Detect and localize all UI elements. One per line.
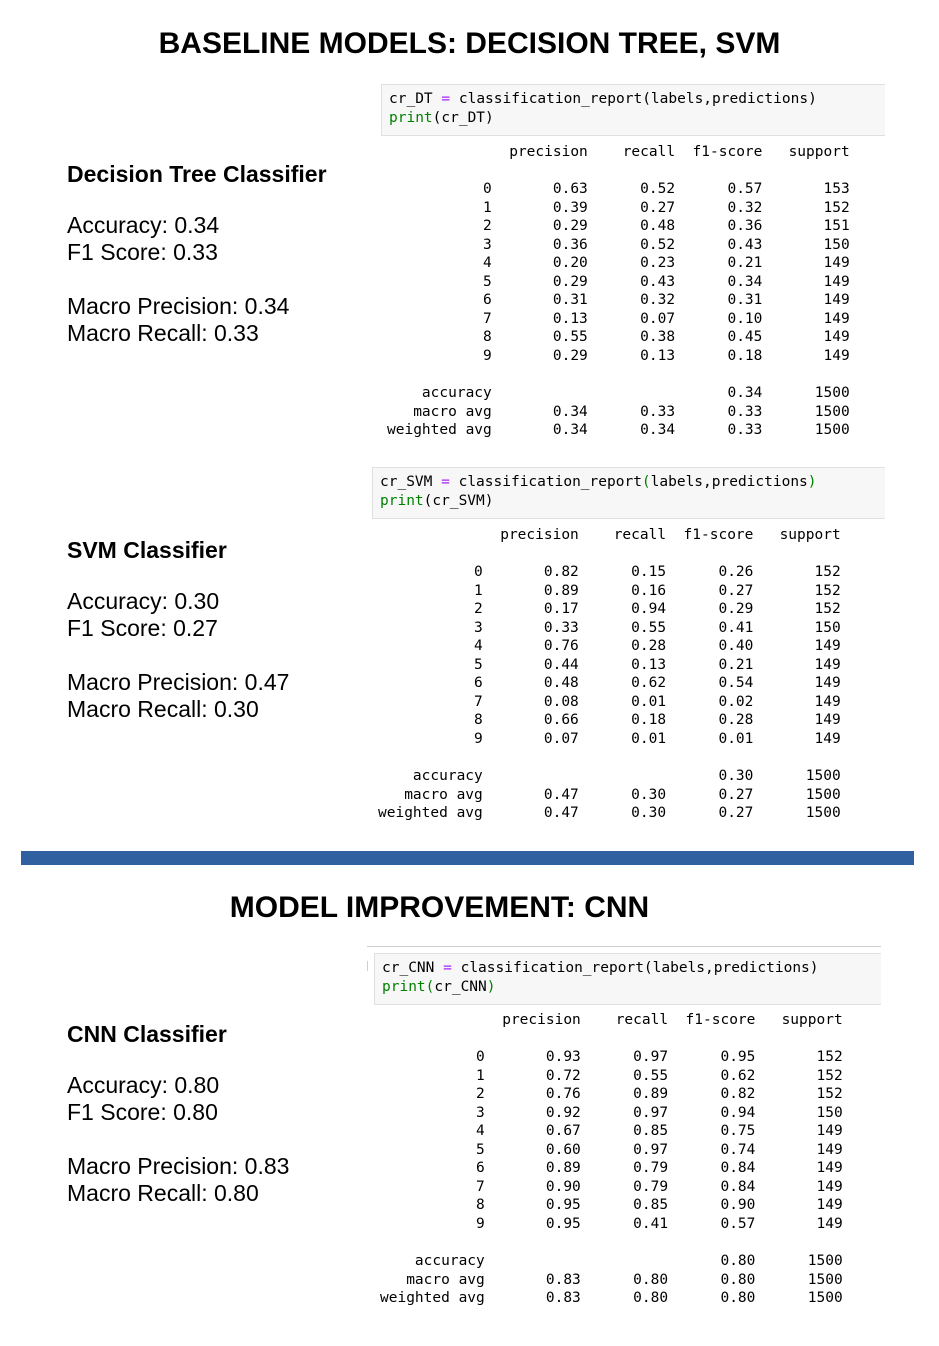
report-row: 8 0.55 0.38 0.45 149 xyxy=(387,329,850,346)
dt-code-line-1: cr_DT = classification_report(labels,pre… xyxy=(389,91,817,107)
cnn-summary: CNN Classifier Accuracy: 0.80 F1 Score: … xyxy=(67,1020,289,1207)
report-row: 4 0.20 0.23 0.21 149 xyxy=(387,255,850,272)
svm-accuracy: Accuracy: 0.30 xyxy=(67,588,220,614)
dt-f1-score: F1 Score: 0.33 xyxy=(67,239,218,265)
report-header: precision recall f1-score support xyxy=(378,527,841,543)
cnn-code-cell[interactable]: cr_CNN = classification_report(labels,pr… xyxy=(374,953,881,1005)
report-row: 1 0.39 0.27 0.32 152 xyxy=(387,199,850,216)
svm-classification-report: precision recall f1-score support 0 0.82… xyxy=(378,526,841,823)
dt-macro-precision: Macro Precision: 0.34 xyxy=(67,293,290,319)
report-row: 0 0.63 0.52 0.57 153 xyxy=(387,181,850,198)
dt-heading: Decision Tree Classifier xyxy=(67,161,327,187)
cell-separator xyxy=(367,946,881,947)
report-row: 5 0.44 0.13 0.21 149 xyxy=(378,656,841,673)
report-row: 2 0.17 0.94 0.29 152 xyxy=(378,601,841,618)
report-row: 3 0.92 0.97 0.94 150 xyxy=(380,1104,843,1121)
baseline-title: BASELINE MODELS: DECISION TREE, SVM xyxy=(158,27,781,60)
report-row: 2 0.29 0.48 0.36 151 xyxy=(387,218,850,235)
svm-macro-precision: Macro Precision: 0.47 xyxy=(67,669,290,695)
report-row: 7 0.90 0.79 0.84 149 xyxy=(380,1178,843,1195)
report-row: 0 0.82 0.15 0.26 152 xyxy=(378,564,841,581)
report-macro-avg-row: macro avg 0.47 0.30 0.27 1500 xyxy=(378,786,841,803)
report-row: 7 0.13 0.07 0.10 149 xyxy=(387,310,850,327)
svm-summary: SVM Classifier Accuracy: 0.30 F1 Score: … xyxy=(67,536,289,723)
report-accuracy-row: accuracy 0.34 1500 xyxy=(387,385,850,402)
svm-code-line-1: cr_SVM = classification_report(labels,pr… xyxy=(380,474,817,490)
cnn-heading: CNN Classifier xyxy=(67,1021,227,1047)
report-row: 6 0.31 0.32 0.31 149 xyxy=(387,292,850,309)
dt-macro-recall: Macro Recall: 0.33 xyxy=(67,320,259,346)
cnn-classification-report: precision recall f1-score support 0 0.93… xyxy=(380,1011,843,1308)
svm-heading: SVM Classifier xyxy=(67,537,227,563)
cell-marker xyxy=(367,961,368,971)
report-row: 8 0.95 0.85 0.90 149 xyxy=(380,1197,843,1214)
svm-code-cell[interactable]: cr_SVM = classification_report(labels,pr… xyxy=(372,467,885,519)
cnn-code-line-1: cr_CNN = classification_report(labels,pr… xyxy=(382,960,819,976)
report-header: precision recall f1-score support xyxy=(380,1012,843,1028)
svm-code-line-2: print(cr_SVM) xyxy=(380,493,494,509)
report-row: 0 0.93 0.97 0.95 152 xyxy=(380,1049,843,1066)
report-row: 5 0.29 0.43 0.34 149 xyxy=(387,273,850,290)
report-row: 5 0.60 0.97 0.74 149 xyxy=(380,1141,843,1158)
report-row: 3 0.36 0.52 0.43 150 xyxy=(387,236,850,253)
report-weighted-avg-row: weighted avg 0.47 0.30 0.27 1500 xyxy=(378,805,841,822)
report-macro-avg-row: macro avg 0.34 0.33 0.33 1500 xyxy=(387,403,850,420)
cnn-code-line-2: print(cr_CNN) xyxy=(382,979,496,995)
report-row: 7 0.08 0.01 0.02 149 xyxy=(378,693,841,710)
dt-summary: Decision Tree Classifier Accuracy: 0.34 … xyxy=(67,160,327,347)
cnn-macro-recall: Macro Recall: 0.80 xyxy=(67,1180,259,1206)
report-row: 8 0.66 0.18 0.28 149 xyxy=(378,712,841,729)
report-macro-avg-row: macro avg 0.83 0.80 0.80 1500 xyxy=(380,1271,843,1288)
report-row: 6 0.89 0.79 0.84 149 xyxy=(380,1160,843,1177)
report-row: 4 0.67 0.85 0.75 149 xyxy=(380,1123,843,1140)
report-row: 1 0.72 0.55 0.62 152 xyxy=(380,1067,843,1084)
report-row: 3 0.33 0.55 0.41 150 xyxy=(378,619,841,636)
report-row: 2 0.76 0.89 0.82 152 xyxy=(380,1086,843,1103)
report-row: 9 0.29 0.13 0.18 149 xyxy=(387,348,850,365)
svm-macro-recall: Macro Recall: 0.30 xyxy=(67,696,259,722)
report-accuracy-row: accuracy 0.30 1500 xyxy=(378,768,841,785)
report-header: precision recall f1-score support xyxy=(387,144,850,160)
report-row: 9 0.07 0.01 0.01 149 xyxy=(378,731,841,748)
report-accuracy-row: accuracy 0.80 1500 xyxy=(380,1253,843,1270)
svm-f1-score: F1 Score: 0.27 xyxy=(67,615,218,641)
cnn-macro-precision: Macro Precision: 0.83 xyxy=(67,1153,290,1179)
improvement-title: MODEL IMPROVEMENT: CNN xyxy=(229,891,650,924)
report-row: 6 0.48 0.62 0.54 149 xyxy=(378,675,841,692)
report-row: 4 0.76 0.28 0.40 149 xyxy=(378,638,841,655)
cnn-f1-score: F1 Score: 0.80 xyxy=(67,1099,218,1125)
report-weighted-avg-row: weighted avg 0.34 0.34 0.33 1500 xyxy=(387,422,850,439)
dt-code-cell[interactable]: cr_DT = classification_report(labels,pre… xyxy=(381,84,885,136)
report-row: 1 0.89 0.16 0.27 152 xyxy=(378,582,841,599)
section-divider xyxy=(21,851,914,865)
cnn-accuracy: Accuracy: 0.80 xyxy=(67,1072,220,1098)
dt-classification-report: precision recall f1-score support 0 0.63… xyxy=(387,143,850,440)
report-weighted-avg-row: weighted avg 0.83 0.80 0.80 1500 xyxy=(380,1290,843,1307)
dt-code-line-2: print(cr_DT) xyxy=(389,110,494,126)
dt-accuracy: Accuracy: 0.34 xyxy=(67,212,220,238)
report-row: 9 0.95 0.41 0.57 149 xyxy=(380,1216,843,1233)
